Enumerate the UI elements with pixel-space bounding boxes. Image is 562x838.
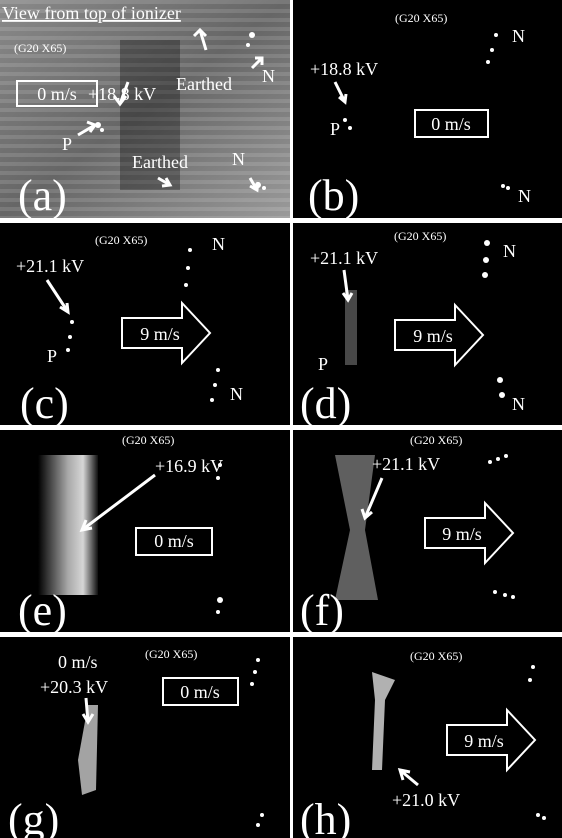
electrode-label: N [232, 149, 245, 169]
panel-label: (d) [300, 379, 351, 428]
voltage: +20.3 kV [40, 677, 108, 697]
lens: (G20 X65) [410, 433, 462, 447]
speed: 9 m/s [140, 324, 180, 344]
panel-label: (f) [300, 586, 344, 635]
speed: 0 m/s [37, 84, 77, 104]
speed: 0 m/s [154, 531, 194, 551]
panel-label: (a) [18, 171, 67, 220]
electrode-label: N [262, 66, 275, 86]
caption: View from top of ionizer [2, 3, 181, 23]
electrode-label: N [212, 234, 225, 254]
voltage: +21.1 kV [310, 248, 378, 268]
electrode-label: P [62, 134, 72, 154]
speed: 9 m/s [464, 731, 504, 751]
voltage: +18.8 kV [310, 59, 378, 79]
voltage: +21.1 kV [16, 256, 84, 276]
figure: View from top of ionizer (G20 X65) +18.8… [0, 0, 562, 838]
speed-note: 0 m/s [58, 652, 98, 672]
electrode-label: N [230, 384, 243, 404]
electrode-label: P [330, 119, 340, 139]
voltage: +18.8 kV [88, 84, 156, 104]
lens: (G20 X65) [145, 647, 197, 661]
panel-label: (c) [20, 379, 69, 428]
lens: (G20 X65) [122, 433, 174, 447]
voltage: +21.0 kV [392, 790, 460, 810]
lens: (G20 X65) [95, 233, 147, 247]
lens: (G20 X65) [14, 41, 66, 55]
speed: 0 m/s [180, 682, 220, 702]
discharge-glow [345, 290, 357, 365]
lens: (G20 X65) [394, 229, 446, 243]
voltage: +21.1 kV [372, 454, 440, 474]
electrode-label: N [518, 186, 531, 206]
panel-label: (e) [18, 586, 67, 635]
lens: (G20 X65) [410, 649, 462, 663]
panel-label: (g) [8, 795, 59, 838]
earthed-label: Earthed [176, 74, 232, 94]
electrode-label: N [503, 241, 516, 261]
panel-label: (h) [300, 795, 351, 838]
panel-label: (b) [308, 171, 359, 220]
electrode-label: N [512, 26, 525, 46]
voltage: +16.9 kV [155, 456, 223, 476]
earthed-label: Earthed [132, 152, 188, 172]
speed: 9 m/s [442, 524, 482, 544]
speed: 0 m/s [431, 114, 471, 134]
electrode-label: P [47, 346, 57, 366]
speed: 9 m/s [413, 326, 453, 346]
lens: (G20 X65) [395, 11, 447, 25]
electrode-label: N [512, 394, 525, 414]
electrode-label: P [318, 354, 328, 374]
